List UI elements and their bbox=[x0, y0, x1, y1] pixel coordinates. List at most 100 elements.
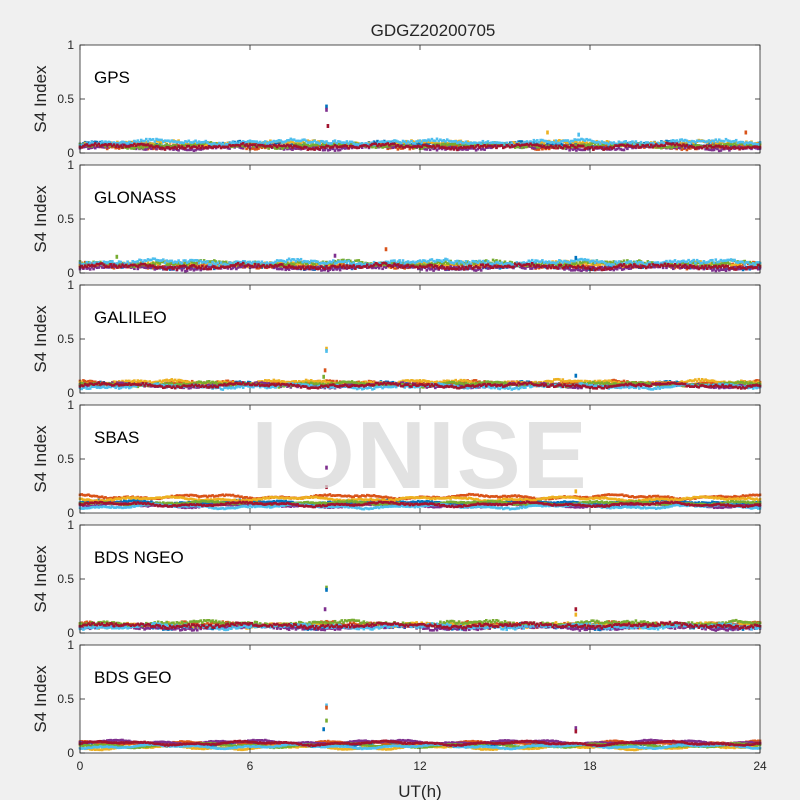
data-point bbox=[233, 265, 236, 269]
data-point bbox=[388, 140, 391, 143]
data-point bbox=[279, 147, 282, 150]
data-point bbox=[726, 139, 729, 142]
data-point bbox=[466, 260, 469, 263]
data-point bbox=[122, 143, 126, 147]
data-point bbox=[131, 262, 134, 265]
data-point bbox=[578, 148, 582, 151]
data-point bbox=[632, 142, 636, 146]
data-point bbox=[374, 266, 378, 270]
data-point bbox=[394, 267, 398, 270]
data-point bbox=[139, 265, 143, 269]
data-point bbox=[435, 267, 439, 270]
data-point bbox=[192, 261, 196, 265]
data-point bbox=[250, 262, 253, 265]
data-point bbox=[539, 263, 542, 267]
data-point bbox=[180, 145, 184, 148]
data-point bbox=[201, 260, 204, 264]
data-point bbox=[141, 139, 145, 143]
data-point bbox=[500, 144, 503, 147]
data-point bbox=[253, 148, 257, 151]
data-point bbox=[172, 263, 175, 267]
data-point bbox=[338, 145, 342, 149]
data-point bbox=[675, 147, 678, 151]
data-point bbox=[432, 147, 435, 151]
data-point bbox=[197, 142, 201, 146]
data-point bbox=[682, 141, 685, 145]
data-point bbox=[281, 147, 284, 150]
data-point bbox=[296, 139, 299, 143]
data-point bbox=[704, 144, 707, 148]
data-point bbox=[677, 262, 680, 266]
data-point bbox=[445, 141, 449, 145]
data-point bbox=[432, 141, 435, 144]
data-point bbox=[430, 141, 434, 145]
data-point bbox=[128, 142, 131, 145]
data-point bbox=[629, 267, 633, 270]
data-point bbox=[670, 265, 673, 269]
data-point bbox=[92, 267, 95, 271]
data-point bbox=[519, 265, 522, 269]
data-point bbox=[561, 146, 565, 150]
data-point bbox=[660, 143, 663, 147]
data-point bbox=[745, 141, 748, 144]
data-point bbox=[270, 140, 274, 144]
data-point bbox=[546, 142, 549, 146]
data-point bbox=[202, 260, 206, 264]
data-point bbox=[519, 144, 522, 147]
data-point bbox=[573, 140, 576, 144]
data-point bbox=[588, 266, 592, 269]
data-point bbox=[213, 145, 216, 149]
data-point bbox=[168, 145, 172, 149]
spike-point bbox=[325, 107, 328, 112]
data-point bbox=[580, 269, 583, 273]
data-point bbox=[316, 145, 320, 148]
data-point bbox=[201, 143, 204, 146]
data-point bbox=[241, 140, 245, 143]
data-point bbox=[264, 145, 267, 148]
data-point bbox=[685, 141, 689, 144]
data-point bbox=[304, 139, 308, 143]
data-point bbox=[247, 146, 250, 149]
data-point bbox=[694, 140, 697, 144]
data-point bbox=[151, 138, 155, 141]
data-point bbox=[508, 263, 512, 267]
data-point bbox=[162, 144, 165, 148]
data-point bbox=[235, 141, 238, 145]
data-point bbox=[167, 146, 170, 149]
data-point bbox=[471, 142, 474, 145]
data-point bbox=[355, 146, 359, 150]
data-point bbox=[396, 144, 400, 147]
data-point bbox=[653, 265, 656, 269]
data-point bbox=[432, 263, 435, 266]
data-point bbox=[162, 146, 165, 150]
data-point bbox=[612, 262, 616, 265]
data-point bbox=[393, 260, 396, 264]
data-point bbox=[687, 264, 690, 268]
data-point bbox=[158, 146, 162, 150]
data-point bbox=[595, 141, 599, 144]
data-point bbox=[201, 267, 204, 271]
data-point bbox=[88, 142, 92, 145]
data-point bbox=[102, 146, 106, 149]
data-point bbox=[321, 146, 325, 149]
data-point bbox=[751, 142, 755, 146]
data-point bbox=[117, 145, 121, 149]
data-point bbox=[699, 139, 702, 143]
data-point bbox=[411, 140, 415, 143]
data-point bbox=[350, 146, 354, 150]
data-point bbox=[151, 143, 155, 147]
data-point bbox=[87, 141, 90, 144]
data-point bbox=[410, 145, 413, 149]
data-point bbox=[755, 143, 758, 146]
data-point bbox=[247, 260, 250, 264]
data-point bbox=[490, 146, 493, 150]
data-point bbox=[165, 261, 168, 265]
data-point bbox=[542, 139, 546, 143]
data-point bbox=[632, 145, 636, 149]
data-point bbox=[333, 144, 337, 147]
data-point bbox=[255, 143, 259, 147]
data-point bbox=[201, 140, 204, 144]
data-point bbox=[585, 269, 588, 272]
data-point bbox=[158, 262, 162, 265]
data-point bbox=[668, 263, 672, 266]
